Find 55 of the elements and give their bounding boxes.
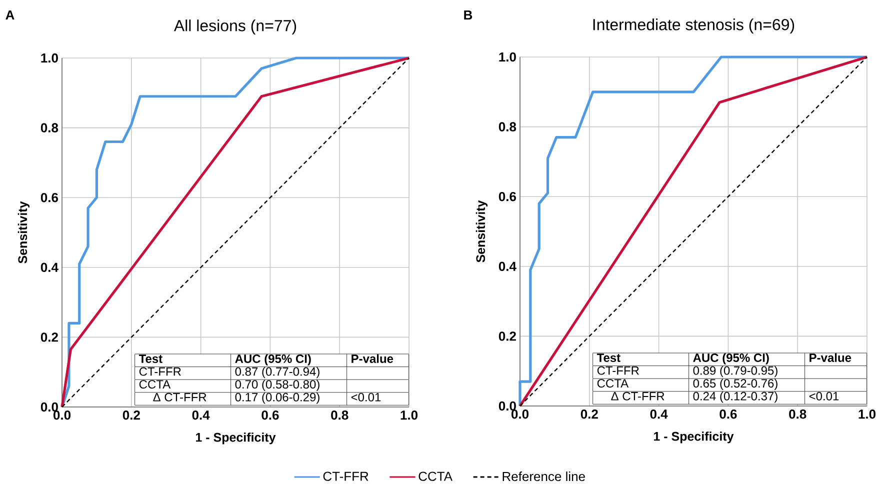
x-tick-label: 0.0 <box>511 410 529 419</box>
annotation: CT-FFR <box>139 367 181 376</box>
annotation: 0.65 (0.52-0.76) <box>693 378 778 390</box>
y-tick-label: 0.0 <box>40 402 58 412</box>
y-tick-label: 0.0 <box>498 401 516 411</box>
chart-title: All lesions (n=77) <box>174 20 296 34</box>
legend-label: Reference line <box>502 472 585 482</box>
annotation: Test <box>138 354 162 363</box>
legend-label: CCTA <box>418 472 452 481</box>
annotation: 0.87 (0.77-0.94) <box>235 366 320 378</box>
annotation: 0.17 (0.06-0.29) <box>235 392 320 404</box>
y-tick-label: 1.0 <box>41 53 58 63</box>
x-tick-label: 1.0 <box>858 410 876 419</box>
x-tick-label: 0.6 <box>720 410 737 419</box>
annotation: 0.24 (0.12-0.37) <box>693 392 778 403</box>
annotation: P-value <box>810 353 852 362</box>
x-tick-label: 1.0 <box>400 410 418 420</box>
annotation: P-value <box>352 354 394 363</box>
y-axis-title: Sensitivity <box>18 201 30 264</box>
annotation: CCTA <box>597 379 629 388</box>
x-tick-label: 0.4 <box>650 410 668 419</box>
x-tick-label: 0.2 <box>122 410 140 420</box>
chart-title: Intermediate stenosis (n=69) <box>593 18 794 34</box>
x-tick-label: 0.8 <box>331 410 348 420</box>
annotation: Test <box>596 354 620 362</box>
x-axis-title: 1 - Specificity <box>654 432 734 444</box>
y-tick-label: 0.8 <box>498 122 516 132</box>
y-tick-label: 0.6 <box>498 192 516 202</box>
x-tick-label: 0.0 <box>53 410 71 420</box>
x-tick-label: 0.6 <box>262 410 279 420</box>
x-axis-title: 1 - Specificity <box>196 432 276 444</box>
y-tick-label: 0.4 <box>40 262 58 272</box>
annotation: 0.89 (0.79-0.95) <box>693 366 778 378</box>
annotation: Δ CT-FFR <box>611 392 664 400</box>
y-tick-label: 0.2 <box>498 332 516 341</box>
legend-label: CT-FFR <box>323 472 368 481</box>
y-tick-label: 0.8 <box>40 123 58 132</box>
y-tick-label: 1.0 <box>499 52 516 62</box>
x-tick-label: 0.2 <box>580 410 598 419</box>
y-tick-label: 0.2 <box>40 332 58 342</box>
annotation: <0.01 <box>351 392 381 402</box>
annotation: Δ CT-FFR <box>153 392 206 402</box>
annotation: 0.70 (0.58-0.80) <box>235 380 320 391</box>
annotation: AUC (95% CI) <box>235 354 311 366</box>
annotation: CT-FFR <box>597 366 639 375</box>
y-tick-label: 0.6 <box>40 192 58 202</box>
text: B <box>464 10 472 20</box>
annotation: AUC (95% CI) <box>693 353 769 364</box>
annotation: CCTA <box>139 380 171 389</box>
annotation: <0.01 <box>809 392 839 400</box>
y-axis-title: Sensitivity <box>476 200 488 262</box>
y-tick-label: 0.4 <box>498 262 516 271</box>
x-tick-label: 0.4 <box>192 410 210 420</box>
text: A <box>6 10 14 20</box>
x-tick-label: 0.8 <box>789 410 806 419</box>
